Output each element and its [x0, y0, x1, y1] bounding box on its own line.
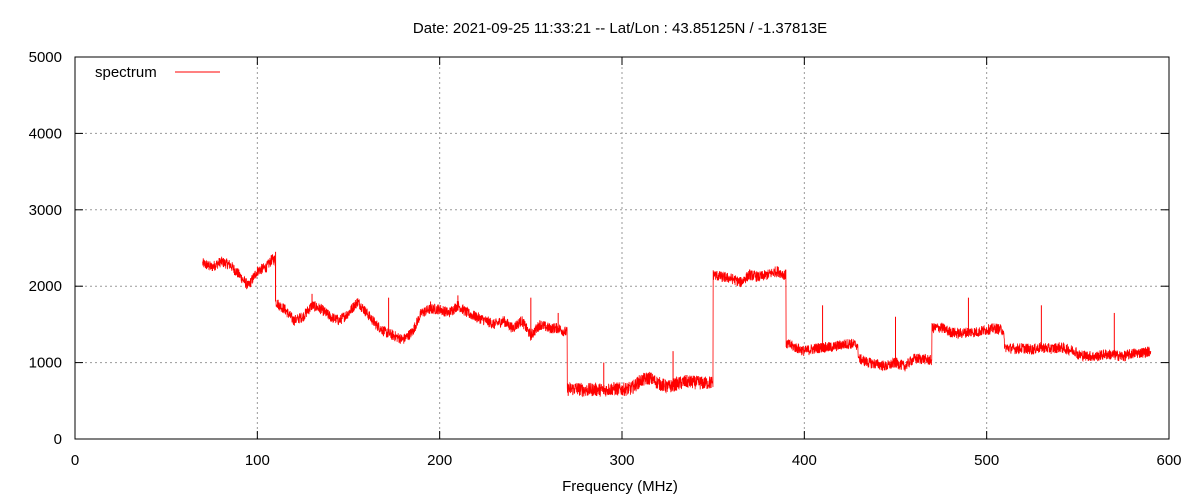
x-tick-label: 400: [792, 452, 817, 469]
x-tick-label: 600: [1156, 452, 1181, 469]
legend-label-spectrum: spectrum: [95, 64, 157, 81]
y-tick-label: 5000: [29, 49, 62, 66]
chart-title: Date: 2021-09-25 11:33:21 -- Lat/Lon : 4…: [413, 20, 827, 37]
series-line-spectrum: [202, 254, 1152, 398]
x-tick-label: 200: [427, 452, 452, 469]
x-tick-label: 100: [245, 452, 270, 469]
data-layer: [202, 251, 1152, 398]
legend: spectrum: [95, 64, 220, 81]
y-tick-label: 0: [54, 431, 62, 448]
y-tick-label: 1000: [29, 355, 62, 372]
y-tick-label: 3000: [29, 202, 62, 219]
grid: [75, 57, 1169, 439]
y-tick-label: 4000: [29, 125, 62, 142]
axis-ticks: 0 100 200 300 400 500 600 0 1000 2000 3000 4000 5000: [29, 49, 1182, 469]
x-tick-label: 500: [974, 452, 999, 469]
x-tick-label: 300: [609, 452, 634, 469]
x-axis-label: Frequency (MHz): [562, 478, 678, 495]
x-tick-label: 0: [71, 452, 79, 469]
y-tick-label: 2000: [29, 278, 62, 295]
